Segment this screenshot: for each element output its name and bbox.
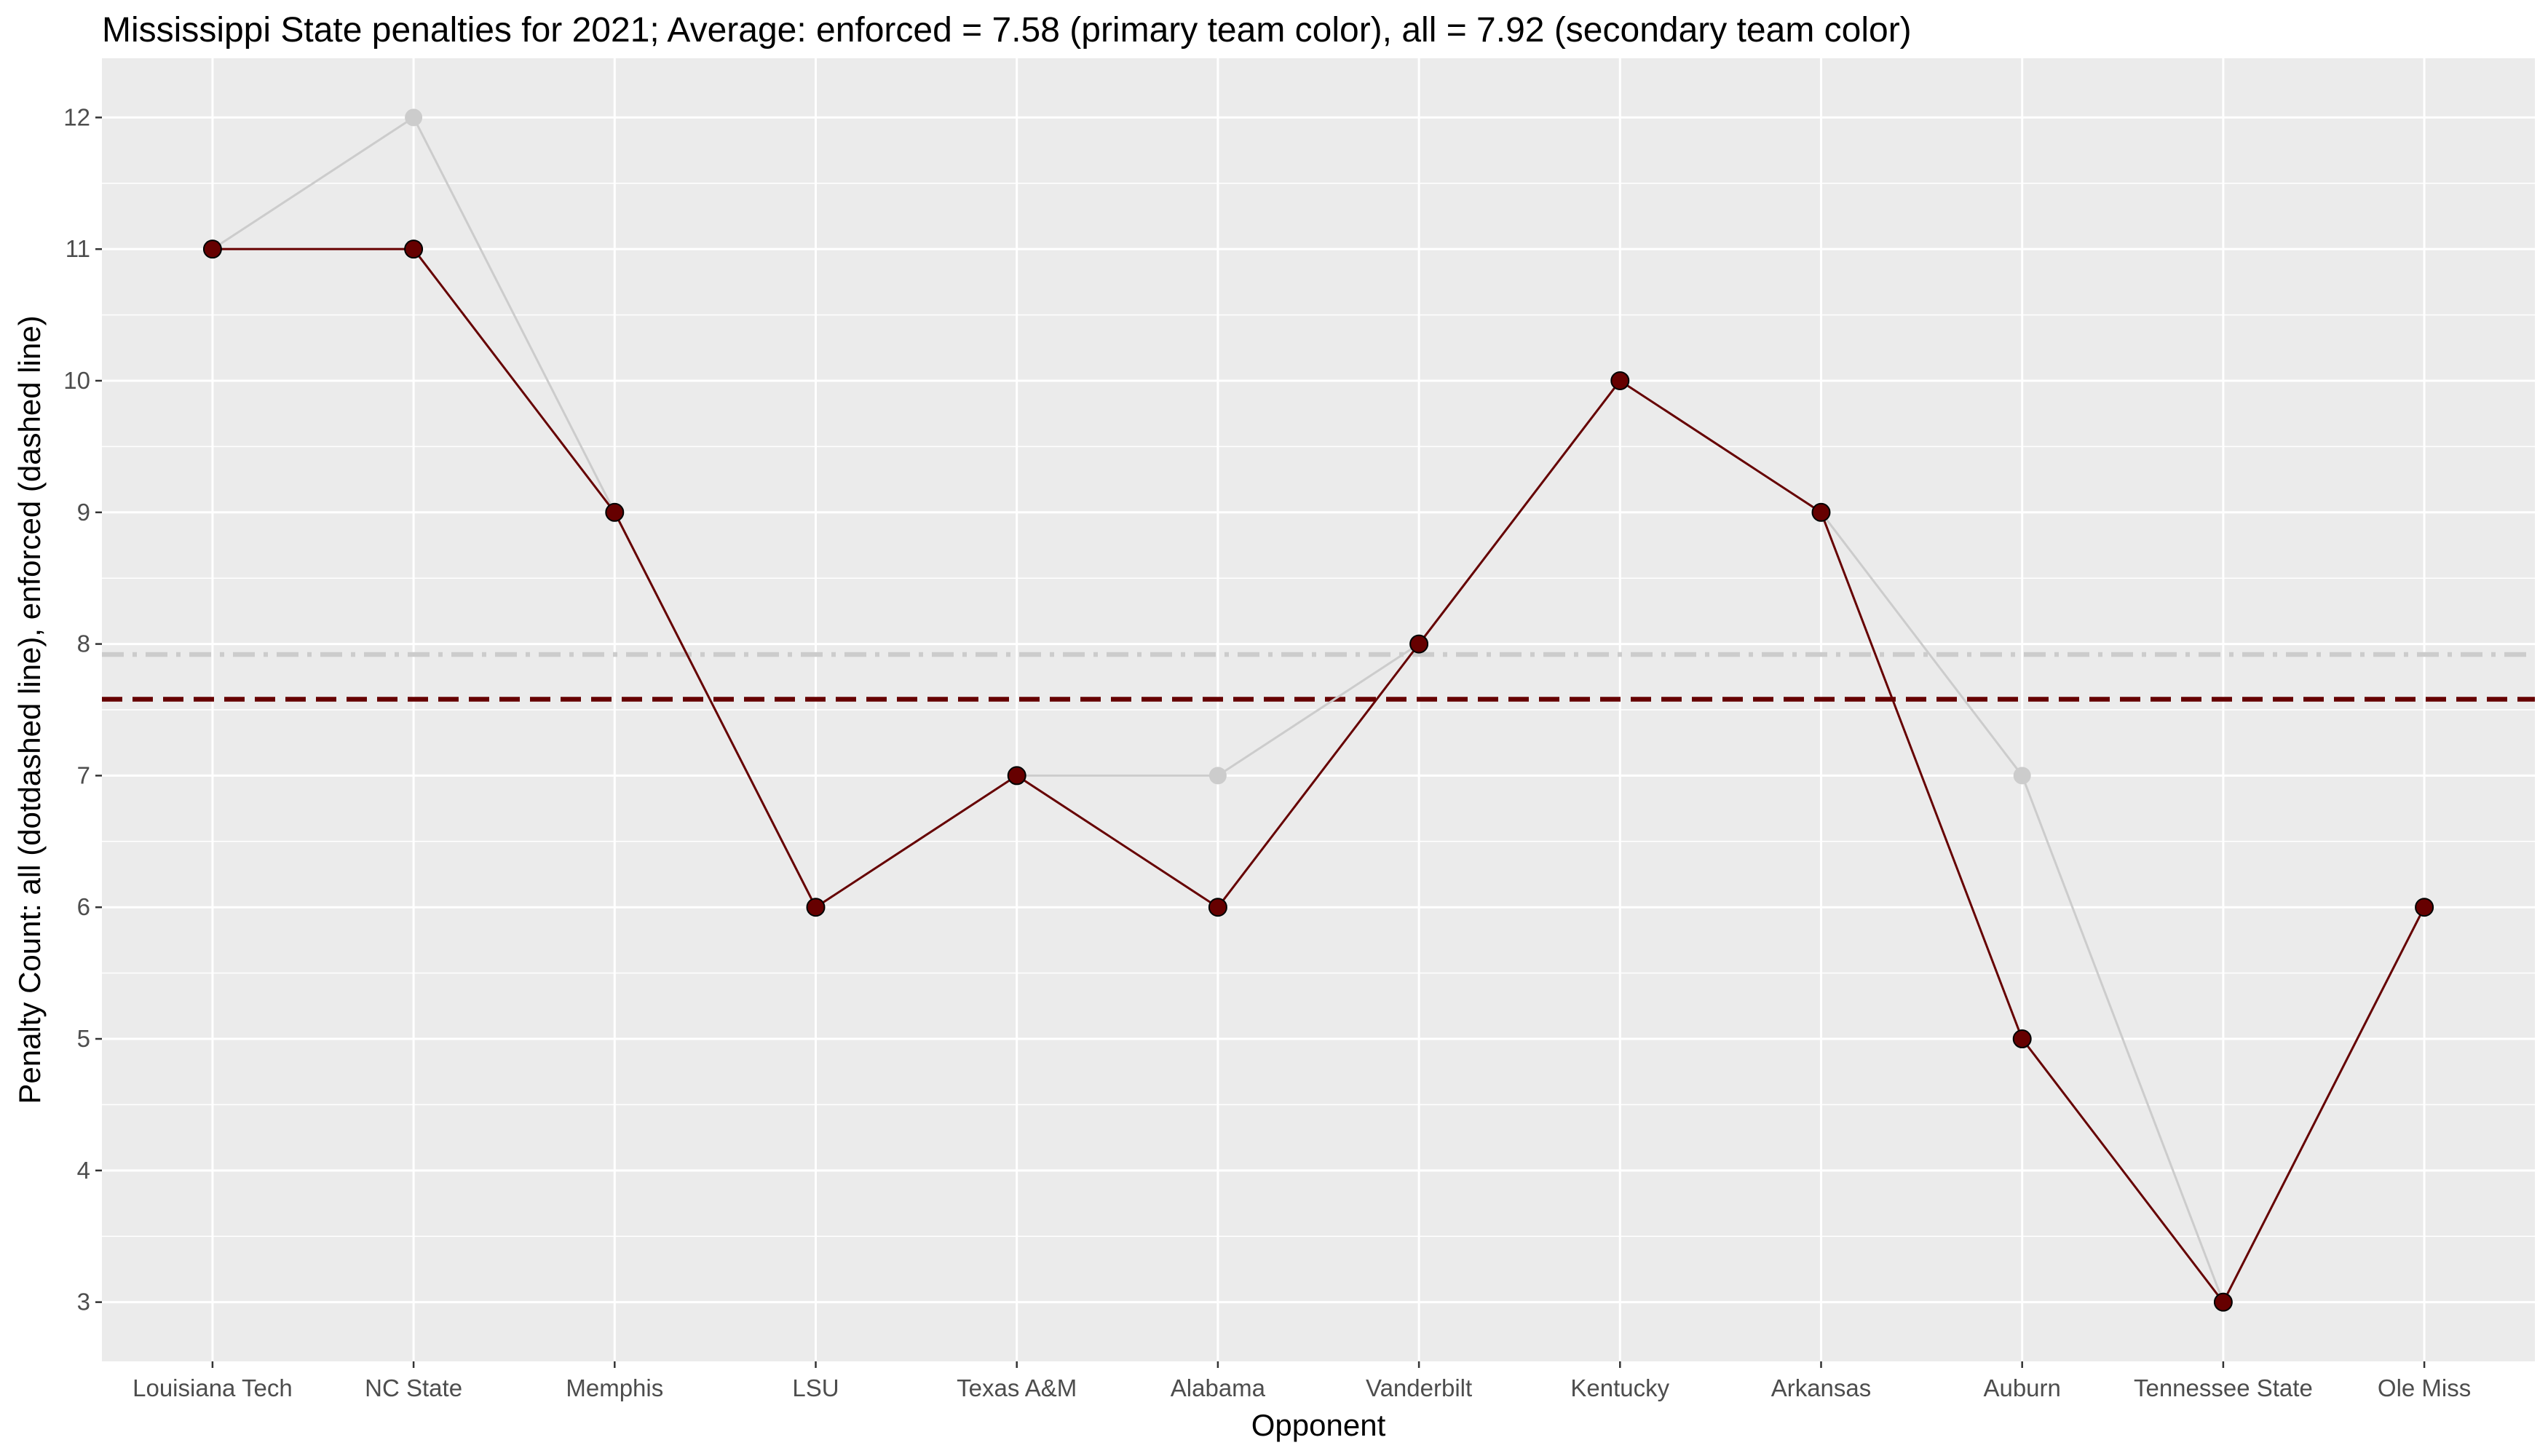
y-axis: 3 4 5 6 7 8 9 10 11 12 — [63, 103, 102, 1315]
x-tick-label: Arkansas — [1771, 1374, 1872, 1401]
y-tick-label: 3 — [77, 1289, 90, 1315]
x-axis: Louisiana Tech NC State Memphis LSU Texas A&… — [132, 1361, 2471, 1401]
x-axis-title: Opponent — [1251, 1408, 1386, 1442]
enforced-point — [1007, 766, 1026, 786]
enforced-point — [1610, 371, 1630, 390]
enforced-point — [1811, 502, 1831, 522]
series-lines — [212, 116, 2426, 1305]
y-tick-label: 4 — [77, 1157, 90, 1184]
enforced-point — [605, 502, 625, 522]
all-point — [1208, 767, 1227, 785]
all-point — [2013, 767, 2031, 785]
y-tick-label: 5 — [77, 1025, 90, 1052]
x-tick-label: NC State — [365, 1374, 462, 1401]
y-tick-label: 11 — [66, 235, 90, 262]
chart-title: Mississippi State penalties for 2021; Av… — [102, 11, 1912, 50]
x-tick-label: Texas A&M — [957, 1374, 1077, 1401]
x-tick-label: Tennessee State — [2134, 1374, 2313, 1401]
x-tick-label: Kentucky — [1570, 1374, 1669, 1401]
enforced-point — [2415, 898, 2434, 917]
enforced-point — [404, 240, 424, 259]
y-tick-label: 7 — [77, 761, 90, 788]
enforced-point — [2012, 1029, 2032, 1049]
y-tick-label: 8 — [77, 630, 90, 657]
x-tick-label: Memphis — [566, 1374, 663, 1401]
x-tick-label: Ole Miss — [2378, 1374, 2471, 1401]
gridlines — [102, 58, 2535, 1361]
enforced-point — [1409, 634, 1429, 654]
enforced-series-line — [212, 248, 2426, 1305]
y-tick-label: 12 — [63, 103, 90, 130]
x-tick-label: LSU — [792, 1374, 839, 1401]
all-point — [405, 108, 423, 127]
x-tick-label: Auburn — [1983, 1374, 2060, 1401]
y-axis-title: Penalty Count: all (dotdashed line), enf… — [12, 315, 47, 1104]
y-tick-label: 10 — [63, 367, 90, 394]
x-tick-label: Alabama — [1171, 1374, 1266, 1401]
x-tick-label: Vanderbilt — [1366, 1374, 1472, 1401]
enforced-point — [202, 240, 222, 259]
enforced-point — [806, 898, 826, 917]
y-tick-label: 9 — [77, 499, 90, 526]
x-tick-label: Louisiana Tech — [132, 1374, 293, 1401]
reference-lines — [102, 652, 2535, 702]
enforced-point — [2213, 1292, 2233, 1312]
enforced-point — [1208, 898, 1227, 917]
all-series-line — [212, 116, 2426, 1305]
y-tick-label: 6 — [77, 893, 90, 920]
series-points — [202, 108, 2434, 1312]
